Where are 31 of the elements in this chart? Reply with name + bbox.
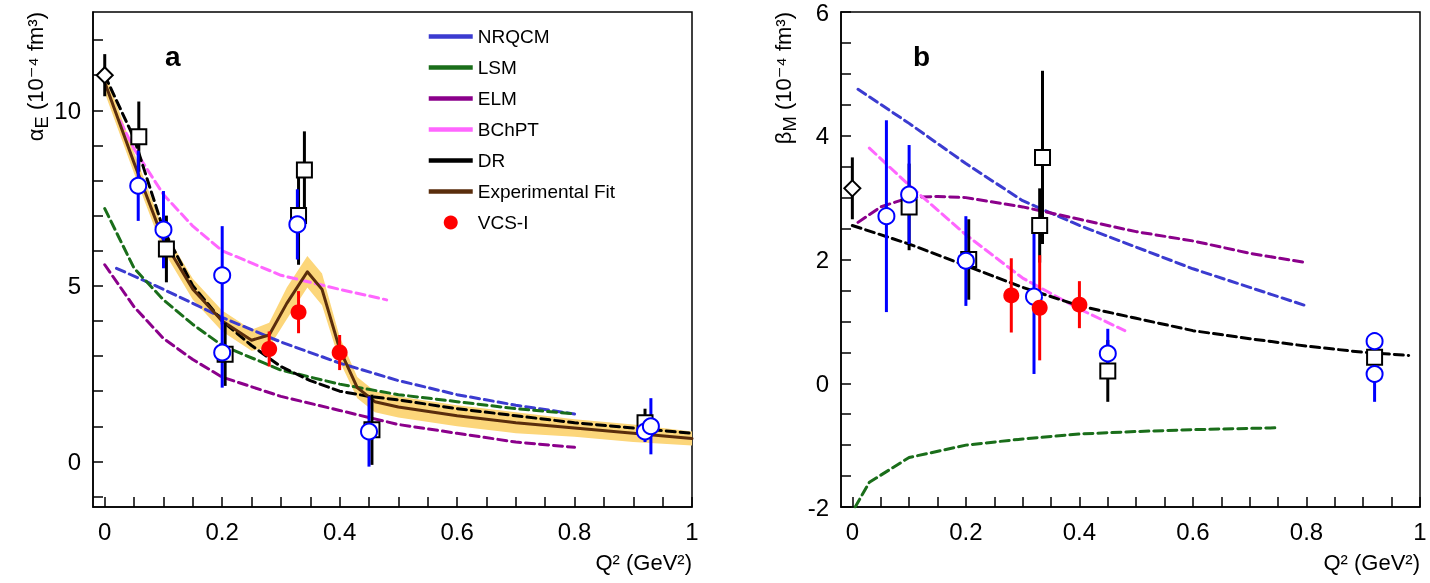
legend-label: ELM <box>477 88 517 109</box>
y-tick-label: 2 <box>815 246 829 273</box>
legend-label: Experimental Fit <box>477 181 616 202</box>
x-tick-label: 0 <box>845 517 860 545</box>
legend-label: VCS-I <box>477 212 529 233</box>
x-tick-label: 1 <box>685 517 699 545</box>
x-tick-label: 0.8 <box>557 517 592 545</box>
y-tick-label: 4 <box>815 122 829 150</box>
y-tick-label: 6 <box>815 0 829 26</box>
legend-label: NRQCM <box>477 26 550 47</box>
annotation: b <box>913 40 931 72</box>
legend-label: BChPT <box>477 119 540 140</box>
x-tick-label: 0.8 <box>1289 517 1324 545</box>
x-tick-label: 0.6 <box>440 517 474 545</box>
y-tick-label: -2 <box>807 493 829 521</box>
x-tick-label: 0.4 <box>1062 517 1097 545</box>
x-tick-label: 0.6 <box>1176 517 1210 545</box>
x-tick-label: 0.2 <box>949 517 983 545</box>
y-tick-label: 10 <box>54 96 81 124</box>
x-tick-label: 0 <box>98 517 112 545</box>
x-tick-label: 0.2 <box>205 517 239 545</box>
x-axis-title: Q² (GeV²) <box>595 549 692 575</box>
y-tick-label: 0 <box>815 369 829 397</box>
y-tick-label: 0 <box>67 447 81 475</box>
legend-label: LSM <box>477 57 517 78</box>
annotation: a <box>165 40 181 72</box>
x-axis-title: Q² (GeV²) <box>1323 549 1420 575</box>
y-tick-label: 5 <box>67 272 81 300</box>
x-tick-label: 0.4 <box>322 517 357 545</box>
legend-label: DR <box>477 150 506 171</box>
x-tick-label: 1 <box>1413 517 1427 545</box>
